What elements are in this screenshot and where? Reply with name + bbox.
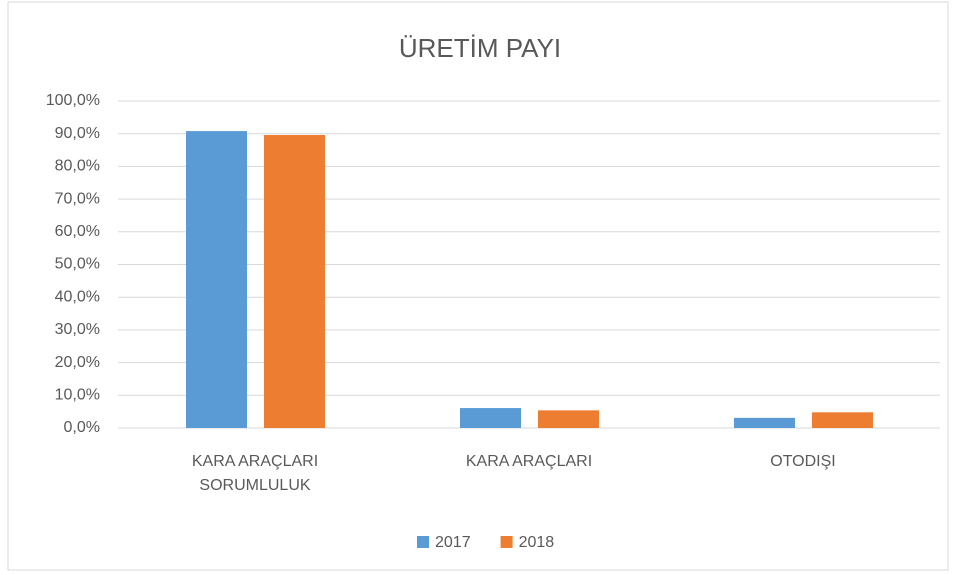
y-tick-label: 70,0%	[55, 190, 100, 207]
legend-label: 2017	[435, 534, 471, 551]
x-tick-label: KARA ARAÇLARI	[465, 453, 593, 470]
y-tick-label: 60,0%	[55, 223, 100, 240]
bar	[734, 417, 795, 428]
bar	[460, 408, 521, 428]
bar	[186, 131, 247, 429]
bar	[264, 135, 325, 428]
bar	[538, 410, 599, 428]
legend-swatch	[417, 536, 429, 548]
y-tick-label: 10,0%	[55, 387, 100, 404]
y-tick-label: 30,0%	[55, 321, 100, 338]
chart-border	[7, 1, 949, 571]
y-tick-label: 80,0%	[55, 158, 100, 175]
y-tick-label: 50,0%	[55, 256, 100, 273]
y-tick-label: 100,0%	[46, 92, 100, 109]
y-tick-label: 0,0%	[64, 419, 100, 436]
legend-label: 2018	[519, 534, 555, 551]
bar	[812, 412, 873, 428]
x-tick-label: KARA ARAÇLARI SORUMLULUK	[191, 453, 319, 494]
legend-swatch	[500, 536, 513, 548]
y-tick-label: 40,0%	[55, 288, 100, 305]
y-tick-label: 90,0%	[55, 125, 100, 142]
y-tick-label: 20,0%	[55, 354, 100, 371]
chart-title: ÜRETİM PAYI	[399, 33, 561, 63]
x-tick-label: OTODIŞI	[770, 453, 836, 470]
